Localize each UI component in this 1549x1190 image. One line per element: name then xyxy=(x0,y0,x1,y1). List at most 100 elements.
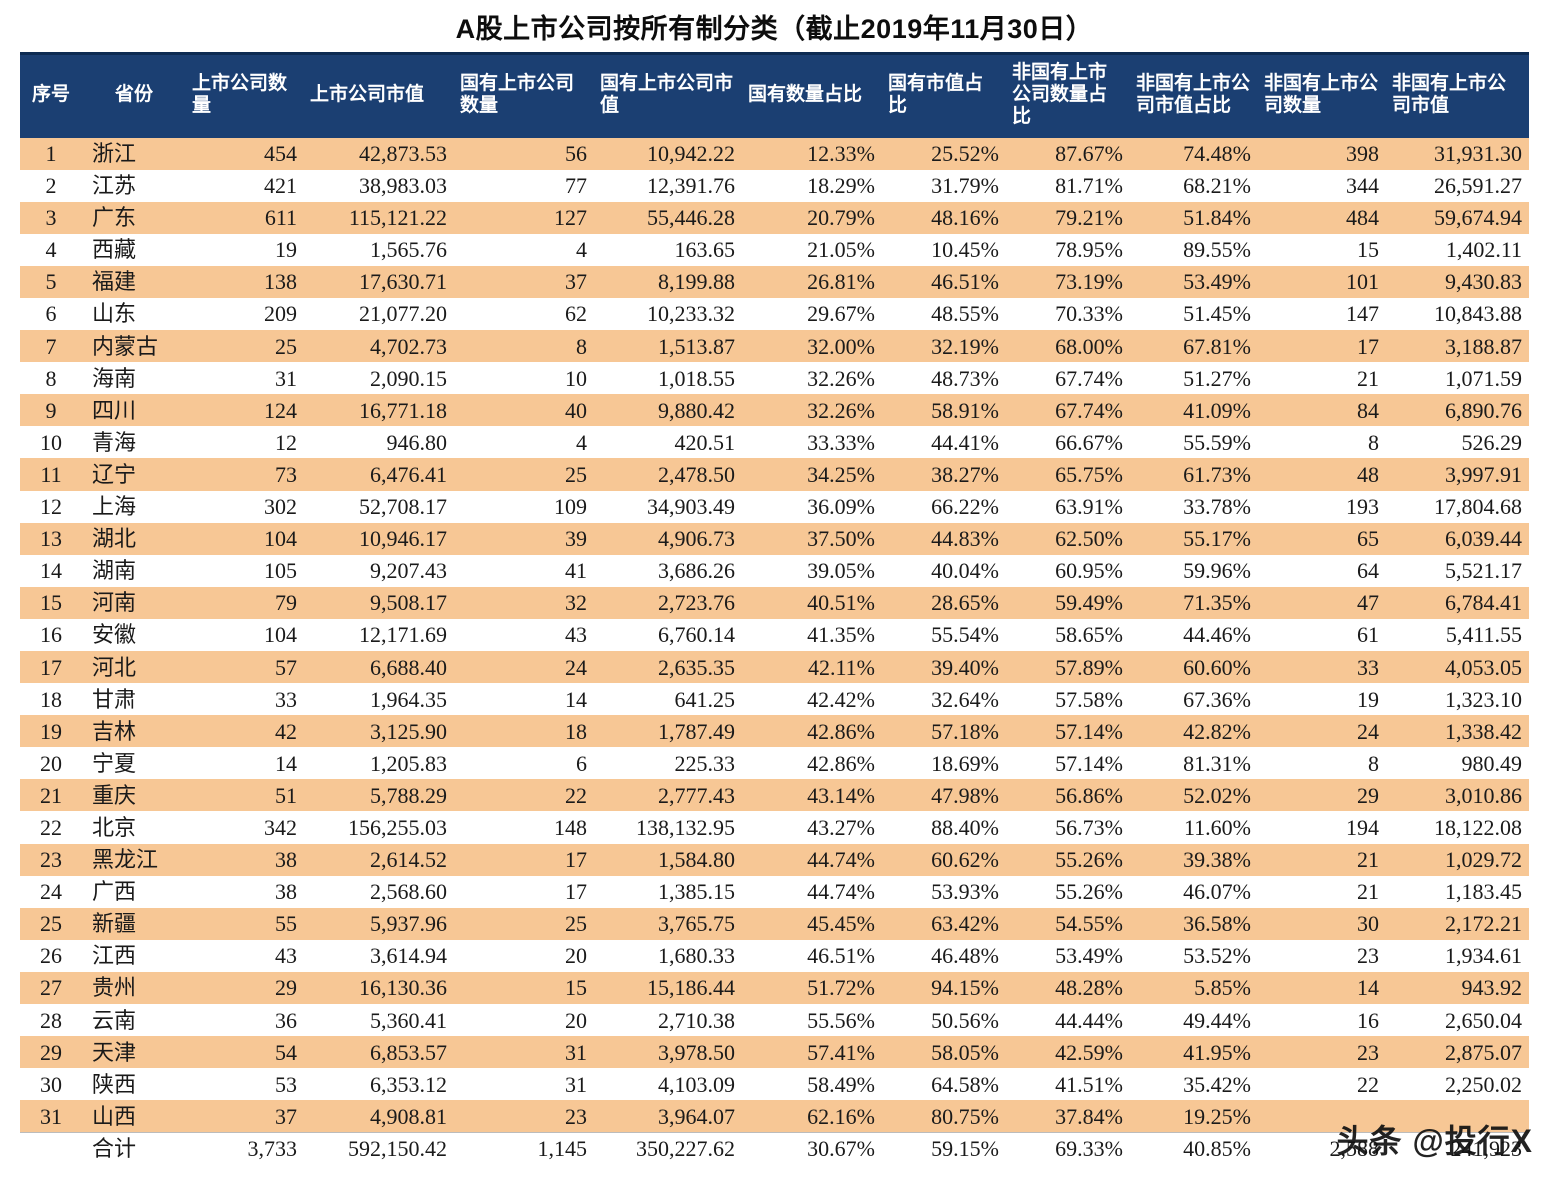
table-row[interactable]: 16 安徽 104 12,171.69 43 6,760.14 41.35% 55.54% 58… xyxy=(20,618,1529,651)
cell-listed-marketvalue: 4,702.73 xyxy=(304,330,454,363)
cell-province: 四川 xyxy=(82,394,186,427)
cell-soe-marketvalue-share: 48.16% xyxy=(882,201,1006,234)
cell-soe-count-share: 33.33% xyxy=(742,426,882,459)
table-row[interactable]: 9 四川 124 16,771.18 40 9,880.42 32.26% 58.91% 67.… xyxy=(20,394,1529,427)
table-row[interactable]: 29 天津 54 6,853.57 31 3,978.50 57.41% 58.05% 42.5… xyxy=(20,1036,1529,1069)
cell-soe-count: 31 xyxy=(454,1036,594,1069)
cell-listed-count: 12 xyxy=(186,426,304,459)
table-row[interactable]: 6 山东 209 21,077.20 62 10,233.32 29.67% 48.55% 70… xyxy=(20,297,1529,331)
cell-listed-count: 53 xyxy=(186,1068,304,1101)
cell-nonsoe-marketvalue-share: 42.82% xyxy=(1130,715,1258,748)
cell-province: 重庆 xyxy=(82,779,186,812)
cell-nonsoe-count-share: 67.74% xyxy=(1006,394,1130,427)
table-row[interactable]: 5 福建 138 17,630.71 37 8,199.88 26.81% 46.51% 73.… xyxy=(20,265,1529,298)
table-row[interactable]: 19 吉林 42 3,125.90 18 1,787.49 42.86% 57.18% 57.1… xyxy=(20,715,1529,748)
column-header-province[interactable]: 省份 xyxy=(82,53,186,138)
column-header-soe-marketvalue-share[interactable]: 国有市值占比 xyxy=(882,53,1006,138)
cell-index: 10 xyxy=(20,426,82,459)
cell-listed-marketvalue: 1,565.76 xyxy=(304,233,454,266)
table-row[interactable]: 17 河北 57 6,688.40 24 2,635.35 42.11% 39.40% 57.8… xyxy=(20,651,1529,684)
table-row[interactable]: 8 海南 31 2,090.15 10 1,018.55 32.26% 48.73% 67.74… xyxy=(20,362,1529,395)
column-header-soe-count[interactable]: 国有上市公司数量 xyxy=(454,53,594,138)
cell-listed-marketvalue: 21,077.20 xyxy=(304,297,454,331)
table-row[interactable]: 28 云南 36 5,360.41 20 2,710.38 55.56% 50.56% 44.4… xyxy=(20,1004,1529,1037)
cell-soe-marketvalue: 641.25 xyxy=(594,683,742,716)
cell-soe-marketvalue: 2,723.76 xyxy=(594,586,742,619)
cell-soe-count-share: 44.74% xyxy=(742,875,882,908)
cell-listed-marketvalue: 12,171.69 xyxy=(304,618,454,651)
column-header-soe-count-share[interactable]: 国有数量占比 xyxy=(742,53,882,138)
cell-nonsoe-count: 65 xyxy=(1258,522,1386,555)
table-row[interactable]: 15 河南 79 9,508.17 32 2,723.76 40.51% 28.65% 59.4… xyxy=(20,586,1529,619)
column-header-listed-count[interactable]: 上市公司数量 xyxy=(186,53,304,138)
cell-soe-marketvalue: 163.65 xyxy=(594,233,742,266)
cell-nonsoe-count: 101 xyxy=(1258,265,1386,298)
table-row[interactable]: 27 贵州 29 16,130.36 15 15,186.44 51.72% 94.15% 48… xyxy=(20,971,1529,1005)
cell-index: 29 xyxy=(20,1036,82,1069)
table-row[interactable]: 18 甘肃 33 1,964.35 14 641.25 42.42% 32.64% 57.58%… xyxy=(20,683,1529,716)
table-row[interactable]: 1 浙江 454 42,873.53 56 10,942.22 12.33% 25.52% 87… xyxy=(20,137,1529,170)
cell-listed-count: 104 xyxy=(186,618,304,651)
cell-index: 30 xyxy=(20,1068,82,1101)
cell-nonsoe-marketvalue-share: 11.60% xyxy=(1130,811,1258,844)
table-row[interactable]: 23 黑龙江 38 2,614.52 17 1,584.80 44.74% 60.62% 55.… xyxy=(20,843,1529,876)
column-header-index[interactable]: 序号 xyxy=(20,53,82,138)
cell-listed-marketvalue: 16,771.18 xyxy=(304,394,454,427)
table-row[interactable]: 12 上海 302 52,708.17 109 34,903.49 36.09% 66.22%… xyxy=(20,490,1529,523)
cell-soe-count-share: 29.67% xyxy=(742,297,882,331)
table-row[interactable]: 10 青海 12 946.80 4 420.51 33.33% 44.41% 66.67% 55.… xyxy=(20,426,1529,459)
cell-nonsoe-marketvalue: 3,997.91 xyxy=(1386,458,1529,491)
cell-soe-count-share: 40.51% xyxy=(742,586,882,619)
cell-nonsoe-marketvalue: 59,674.94 xyxy=(1386,201,1529,234)
cell-nonsoe-count: 22 xyxy=(1258,1068,1386,1101)
cell-index: 24 xyxy=(20,875,82,908)
table-row[interactable]: 13 湖北 104 10,946.17 39 4,906.73 37.50% 44.83% 62… xyxy=(20,522,1529,555)
table-row[interactable]: 7 内蒙古 25 4,702.73 8 1,513.87 32.00% 32.19% 68.00… xyxy=(20,330,1529,363)
cell-soe-marketvalue: 6,760.14 xyxy=(594,618,742,651)
cell-soe-marketvalue-share: 80.75% xyxy=(882,1100,1006,1133)
cell-soe-count: 10 xyxy=(454,362,594,395)
cell-soe-marketvalue: 1,018.55 xyxy=(594,362,742,395)
table-row[interactable]: 31 山西 37 4,908.81 23 3,964.07 62.16% 80.75% 37.8… xyxy=(20,1100,1529,1133)
cell-nonsoe-marketvalue-share: 41.95% xyxy=(1130,1036,1258,1069)
table-row[interactable]: 3 广东 611 115,121.22 127 55,446.28 20.79% 48.16%… xyxy=(20,201,1529,234)
cell-soe-marketvalue: 1,680.33 xyxy=(594,939,742,972)
cell-soe-marketvalue: 225.33 xyxy=(594,747,742,780)
cell-nonsoe-count-share: 63.91% xyxy=(1006,490,1130,523)
table-row[interactable]: 26 江西 43 3,614.94 20 1,680.33 46.51% 46.48% 53.4… xyxy=(20,939,1529,972)
table-row[interactable]: 24 广西 38 2,568.60 17 1,385.15 44.74% 53.93% 55.2… xyxy=(20,875,1529,908)
table-body: 1 浙江 454 42,873.53 56 10,942.22 12.33% 25.52% 87… xyxy=(20,137,1529,1165)
cell-soe-count-share: 30.67% xyxy=(742,1131,882,1165)
column-header-nonsoe-count-share[interactable]: 非国有上市公司数量占比 xyxy=(1006,53,1130,138)
column-header-listed-marketvalue[interactable]: 上市公司市值 xyxy=(304,53,454,138)
cell-soe-count: 4 xyxy=(454,233,594,266)
table-row[interactable]: 14 湖南 105 9,207.43 41 3,686.26 39.05% 40.04% 60.… xyxy=(20,554,1529,587)
table-row[interactable]: 30 陕西 53 6,353.12 31 4,103.09 58.49% 64.58% 41.5… xyxy=(20,1068,1529,1101)
cell-nonsoe-marketvalue-share: 35.42% xyxy=(1130,1068,1258,1101)
table-row[interactable]: 2 江苏 421 38,983.03 77 12,391.76 18.29% 31.79% 81… xyxy=(20,169,1529,202)
cell-soe-count-share: 57.41% xyxy=(742,1036,882,1069)
table-row[interactable]: 20 宁夏 14 1,205.83 6 225.33 42.86% 18.69% 57.14% 8… xyxy=(20,747,1529,780)
cell-soe-marketvalue-share: 48.55% xyxy=(882,297,1006,331)
page-title: A股上市公司按所有制分类（截止2019年11月30日） xyxy=(455,13,1094,44)
cell-nonsoe-marketvalue-share: 41.09% xyxy=(1130,394,1258,427)
table-row[interactable]: 21 重庆 51 5,788.29 22 2,777.43 43.14% 47.98% 56.8… xyxy=(20,779,1529,812)
column-header-nonsoe-count[interactable]: 非国有上市公司数量 xyxy=(1258,53,1386,138)
cell-nonsoe-marketvalue-share: 51.84% xyxy=(1130,201,1258,234)
table-row[interactable]: 22 北京 342 156,255.03 148 138,132.95 43.27% 88.4… xyxy=(20,811,1529,844)
table-row[interactable]: 11 辽宁 73 6,476.41 25 2,478.50 34.25% 38.27% 65.7… xyxy=(20,458,1529,491)
cell-soe-count-share: 36.09% xyxy=(742,490,882,523)
column-header-nonsoe-marketvalue[interactable]: 非国有上市公司市值 xyxy=(1386,53,1529,138)
cell-nonsoe-count: 47 xyxy=(1258,586,1386,619)
table-row[interactable]: 4 西藏 19 1,565.76 4 163.65 21.05% 10.45% 78.95% 89… xyxy=(20,233,1529,266)
cell-listed-count: 57 xyxy=(186,651,304,684)
column-header-nonsoe-marketvalue-share[interactable]: 非国有上市公司市值占比 xyxy=(1130,53,1258,138)
table-total-row[interactable]: 合计 3,733 592,150.42 1,145 350,227.62 30.67% 59… xyxy=(20,1131,1529,1165)
table-row[interactable]: 25 新疆 55 5,937.96 25 3,765.75 45.45% 63.42% 54.5… xyxy=(20,907,1529,940)
column-header-soe-marketvalue[interactable]: 国有上市公司市值 xyxy=(594,53,742,138)
cell-soe-count: 14 xyxy=(454,683,594,716)
cell-soe-marketvalue: 9,880.42 xyxy=(594,394,742,427)
cell-index: 3 xyxy=(20,201,82,234)
cell-nonsoe-marketvalue: 2,875.07 xyxy=(1386,1036,1529,1069)
header-row: 序号 省份 上市公司数量 上市公司市值 国有上市公司数量 国有上市公司市值 国有… xyxy=(20,53,1529,138)
